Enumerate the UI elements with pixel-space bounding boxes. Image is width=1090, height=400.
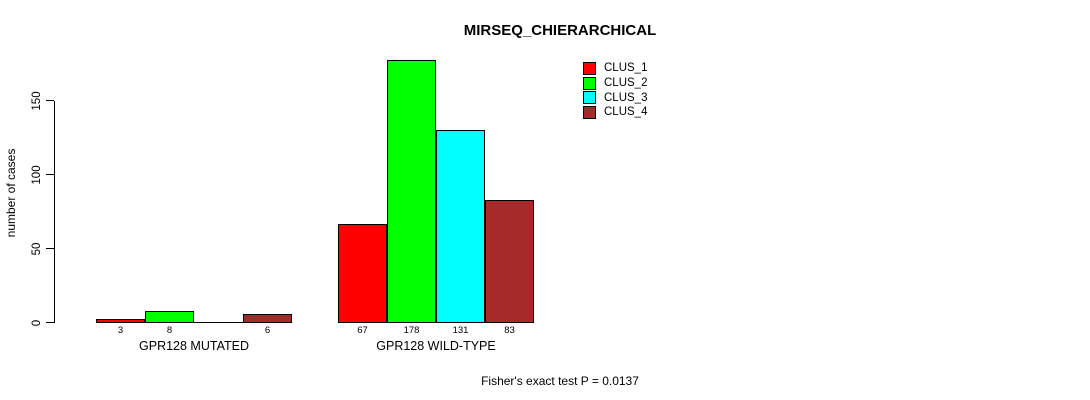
legend-color-swatch (583, 91, 596, 105)
legend-item: CLUS_4 (583, 105, 647, 120)
chart-title: MIRSEQ_CHIERARCHICAL (463, 22, 657, 39)
y-tick-label: 100 (31, 165, 43, 185)
y-tick-label: 150 (31, 91, 43, 111)
legend: CLUS_1 CLUS_2 CLUS_3 CLUS_4 (583, 61, 647, 120)
y-tick (46, 100, 54, 101)
legend-color-swatch (583, 76, 596, 90)
bar-value-label: 178 (403, 325, 420, 336)
legend-item: CLUS_1 (583, 61, 647, 76)
bar-value-label: 6 (264, 325, 271, 336)
legend-item: CLUS_2 (583, 76, 647, 91)
bar-value-label: 8 (166, 325, 173, 336)
bar-clus-2 (387, 60, 436, 323)
annotation-text: Fisher's exact test P = 0.0137 (481, 374, 639, 388)
bar-clus-4 (243, 314, 292, 323)
y-axis-line (54, 101, 55, 323)
y-tick (46, 174, 54, 175)
bar-value-label: 83 (504, 325, 515, 336)
bar-clus-3 (436, 130, 485, 323)
bar-value-label: 67 (357, 325, 368, 336)
bar-clus-2 (145, 311, 194, 323)
y-tick-label: 0 (31, 319, 43, 327)
group-label: GPR128 WILD-TYPE (376, 339, 496, 353)
y-tick-label: 50 (31, 242, 43, 256)
legend-label: CLUS_2 (604, 77, 648, 90)
legend-label: CLUS_4 (604, 106, 648, 119)
legend-label: CLUS_1 (604, 62, 648, 75)
group-label: GPR128 MUTATED (139, 339, 249, 353)
legend-label: CLUS_3 (604, 91, 648, 104)
bar-clus-3 (194, 322, 243, 323)
bar-clus-1 (338, 224, 387, 323)
y-tick (46, 248, 54, 249)
bar-value-label: 3 (117, 325, 124, 336)
legend-color-swatch (583, 105, 596, 119)
legend-color-swatch (583, 61, 596, 75)
bar-clus-4 (485, 200, 534, 323)
legend-item: CLUS_3 (583, 90, 647, 105)
bar-clus-1 (96, 319, 145, 323)
y-tick (46, 322, 54, 323)
bar-value-label: 131 (452, 325, 469, 336)
